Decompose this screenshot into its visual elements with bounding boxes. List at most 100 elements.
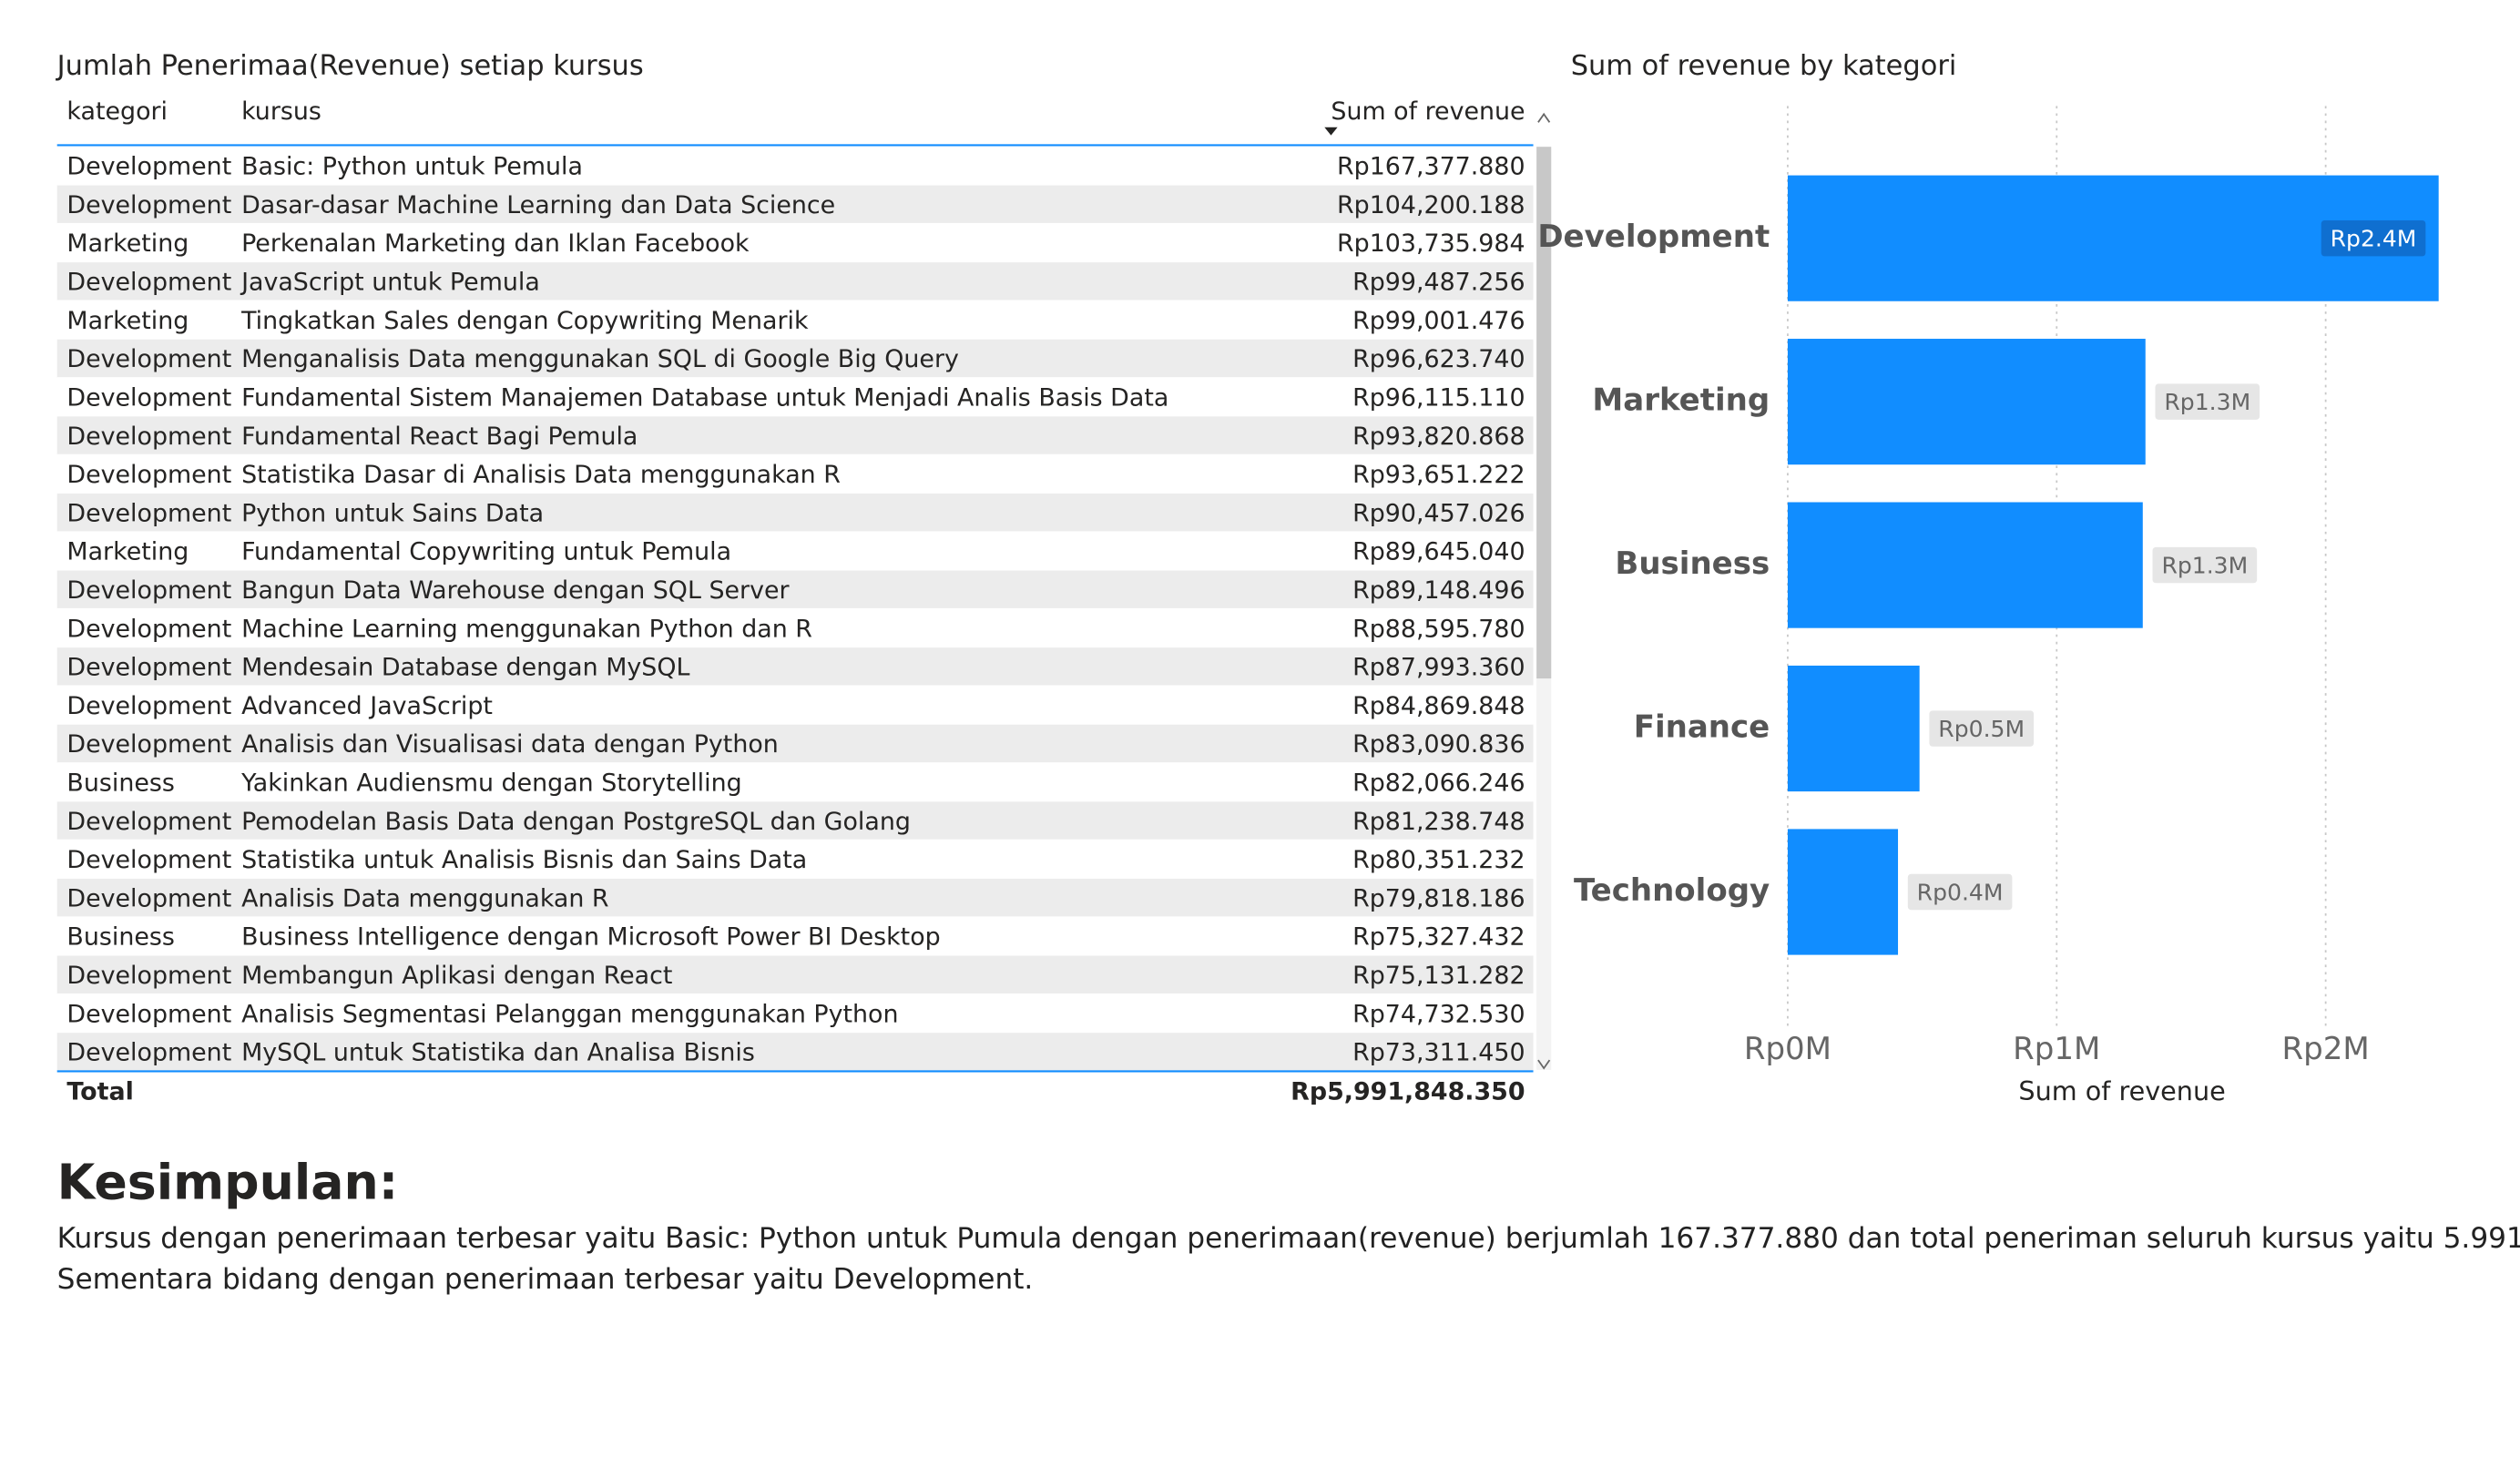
table-cell: Tingkatkan Sales dengan Copywriting Mena… [240,307,809,335]
row-background [56,840,1534,879]
row-background [56,917,1534,956]
row-background [56,532,1534,571]
table-cell: Marketing [66,229,189,258]
table-cell: Development [66,191,231,219]
scroll-up[interactable] [1537,112,1551,123]
table-cell: Rp75,327.432 [1352,923,1525,952]
row-background [56,724,1534,764]
table-cell: Rp99,487.256 [1352,269,1525,297]
row-background [56,763,1534,802]
column-header: kategori [66,97,168,126]
row-background [56,416,1534,455]
table-cell: Development [66,1000,231,1028]
table-cell: Development [66,345,231,373]
table-cell: Rp103,735.984 [1337,229,1525,258]
table-cell: Analisis Data menggunakan R [241,884,609,912]
category-label: Finance [1634,709,1770,746]
table-cell: Rp81,238.748 [1352,808,1525,836]
conclusion-text: Kursus dengan penerimaan terbesar yaitu … [57,1222,2520,1255]
x-tick-label: Rp0M [1744,1031,1831,1067]
table-cell: Development [66,499,231,527]
table-cell: Menganalisis Data menggunakan SQL di Goo… [241,345,959,373]
value-label-box [1929,710,2035,747]
table-cell: Rp79,818.186 [1352,884,1525,912]
table-cell: Analisis Segmentasi Pelanggan menggunaka… [241,1000,898,1028]
bar [1787,339,2146,465]
table-cell: Rp75,131.282 [1352,962,1525,990]
table-cell: Bangun Data Warehouse dengan SQL Server [241,576,790,605]
row-background [56,801,1534,841]
table-cell: Business [66,923,174,952]
table-cell: Machine Learning menggunakan Python dan … [241,615,812,643]
table-cell: Pemodelan Basis Data dengan PostgreSQL d… [241,808,911,836]
table-cell: Statistika Dasar di Analisis Data menggu… [241,461,841,489]
column-header: kursus [241,97,321,126]
table-cell: MySQL untuk Statistika dan Analisa Bisni… [241,1039,755,1067]
table-cell: Membangun Aplikasi dengan React [241,962,672,990]
table-cell: Advanced JavaScript [241,692,493,720]
table-cell: Mendesain Database dengan MySQL [241,654,689,682]
table-cell: Rp88,595.780 [1352,615,1525,643]
table-cell: Development [66,1039,231,1067]
table-cell: Fundamental React Bagi Pemula [241,423,638,451]
value-label-box [2155,383,2260,420]
table-cell: Rp84,869.848 [1352,692,1525,720]
table-cell: Development [66,654,231,682]
table-cell: Rp93,651.222 [1352,461,1525,489]
row-background [56,1033,1534,1072]
table-cell: Basic: Python untuk Pemula [241,153,583,181]
table-cell: Marketing [66,307,189,335]
table-cell: Business Intelligence dengan Microsoft P… [241,923,941,952]
row-background [56,262,1534,301]
x-axis-title: Sum of revenue [2018,1075,2225,1106]
row-background [56,647,1534,687]
value-label: Rp1.3M [2161,552,2248,578]
value-label: Rp2.4M [2331,225,2417,251]
table-cell: Rp73,311.450 [1352,1039,1525,1067]
table-cell: Rp90,457.026 [1352,499,1525,527]
row-background [56,493,1534,533]
table-cell: Rp96,115.110 [1352,383,1525,412]
row-background [56,686,1534,725]
row-background [56,223,1534,263]
row-background [56,878,1534,918]
table-cell: Rp93,820.868 [1352,423,1525,451]
category-label: Business [1615,545,1770,582]
table-cell: Development [66,383,231,412]
table-cell: Development [66,846,231,874]
table-cell: Rp167,377.880 [1337,153,1525,181]
value-label-box [2321,219,2426,257]
sort-arrow[interactable] [1324,127,1338,136]
table-cell: Rp82,066.246 [1352,769,1525,797]
table-cell: Marketing [66,538,189,566]
scrollbar-thumb[interactable] [1536,147,1552,679]
scroll-down[interactable] [1537,1059,1551,1070]
table-title: Jumlah Penerimaa(Revenue) setiap kursus [56,50,644,82]
category-label: Technology [1574,872,1770,909]
table-cell: Business [66,769,174,797]
conclusion-text: Sementara bidang dengan penerimaan terbe… [57,1263,1034,1296]
table-cell: Rp89,645.040 [1352,538,1525,566]
table-cell: Development [66,692,231,720]
table-cell: Development [66,153,231,181]
table-cell: Rp104,200.188 [1337,191,1525,219]
table-cell: Yakinkan Audiensmu dengan Storytelling [240,769,742,797]
value-label-box [2152,546,2258,584]
table-cell: Development [66,461,231,489]
table-cell: Perkenalan Marketing dan Iklan Facebook [241,229,750,258]
bar [1787,502,2143,628]
table-cell: Fundamental Copywriting untuk Pemula [241,538,731,566]
category-label: Marketing [1592,382,1770,419]
table-cell: Development [66,884,231,912]
row-background [56,339,1534,379]
table-cell: JavaScript untuk Pemula [240,269,540,297]
x-tick-label: Rp1M [2013,1031,2100,1067]
table-cell: Development [66,423,231,451]
table-cell: Python untuk Sains Data [241,499,544,527]
row-background [56,570,1534,609]
table-cell: Rp80,351.232 [1352,846,1525,874]
chart-title: Sum of revenue by kategori [1571,50,1957,82]
row-background [56,147,1534,186]
